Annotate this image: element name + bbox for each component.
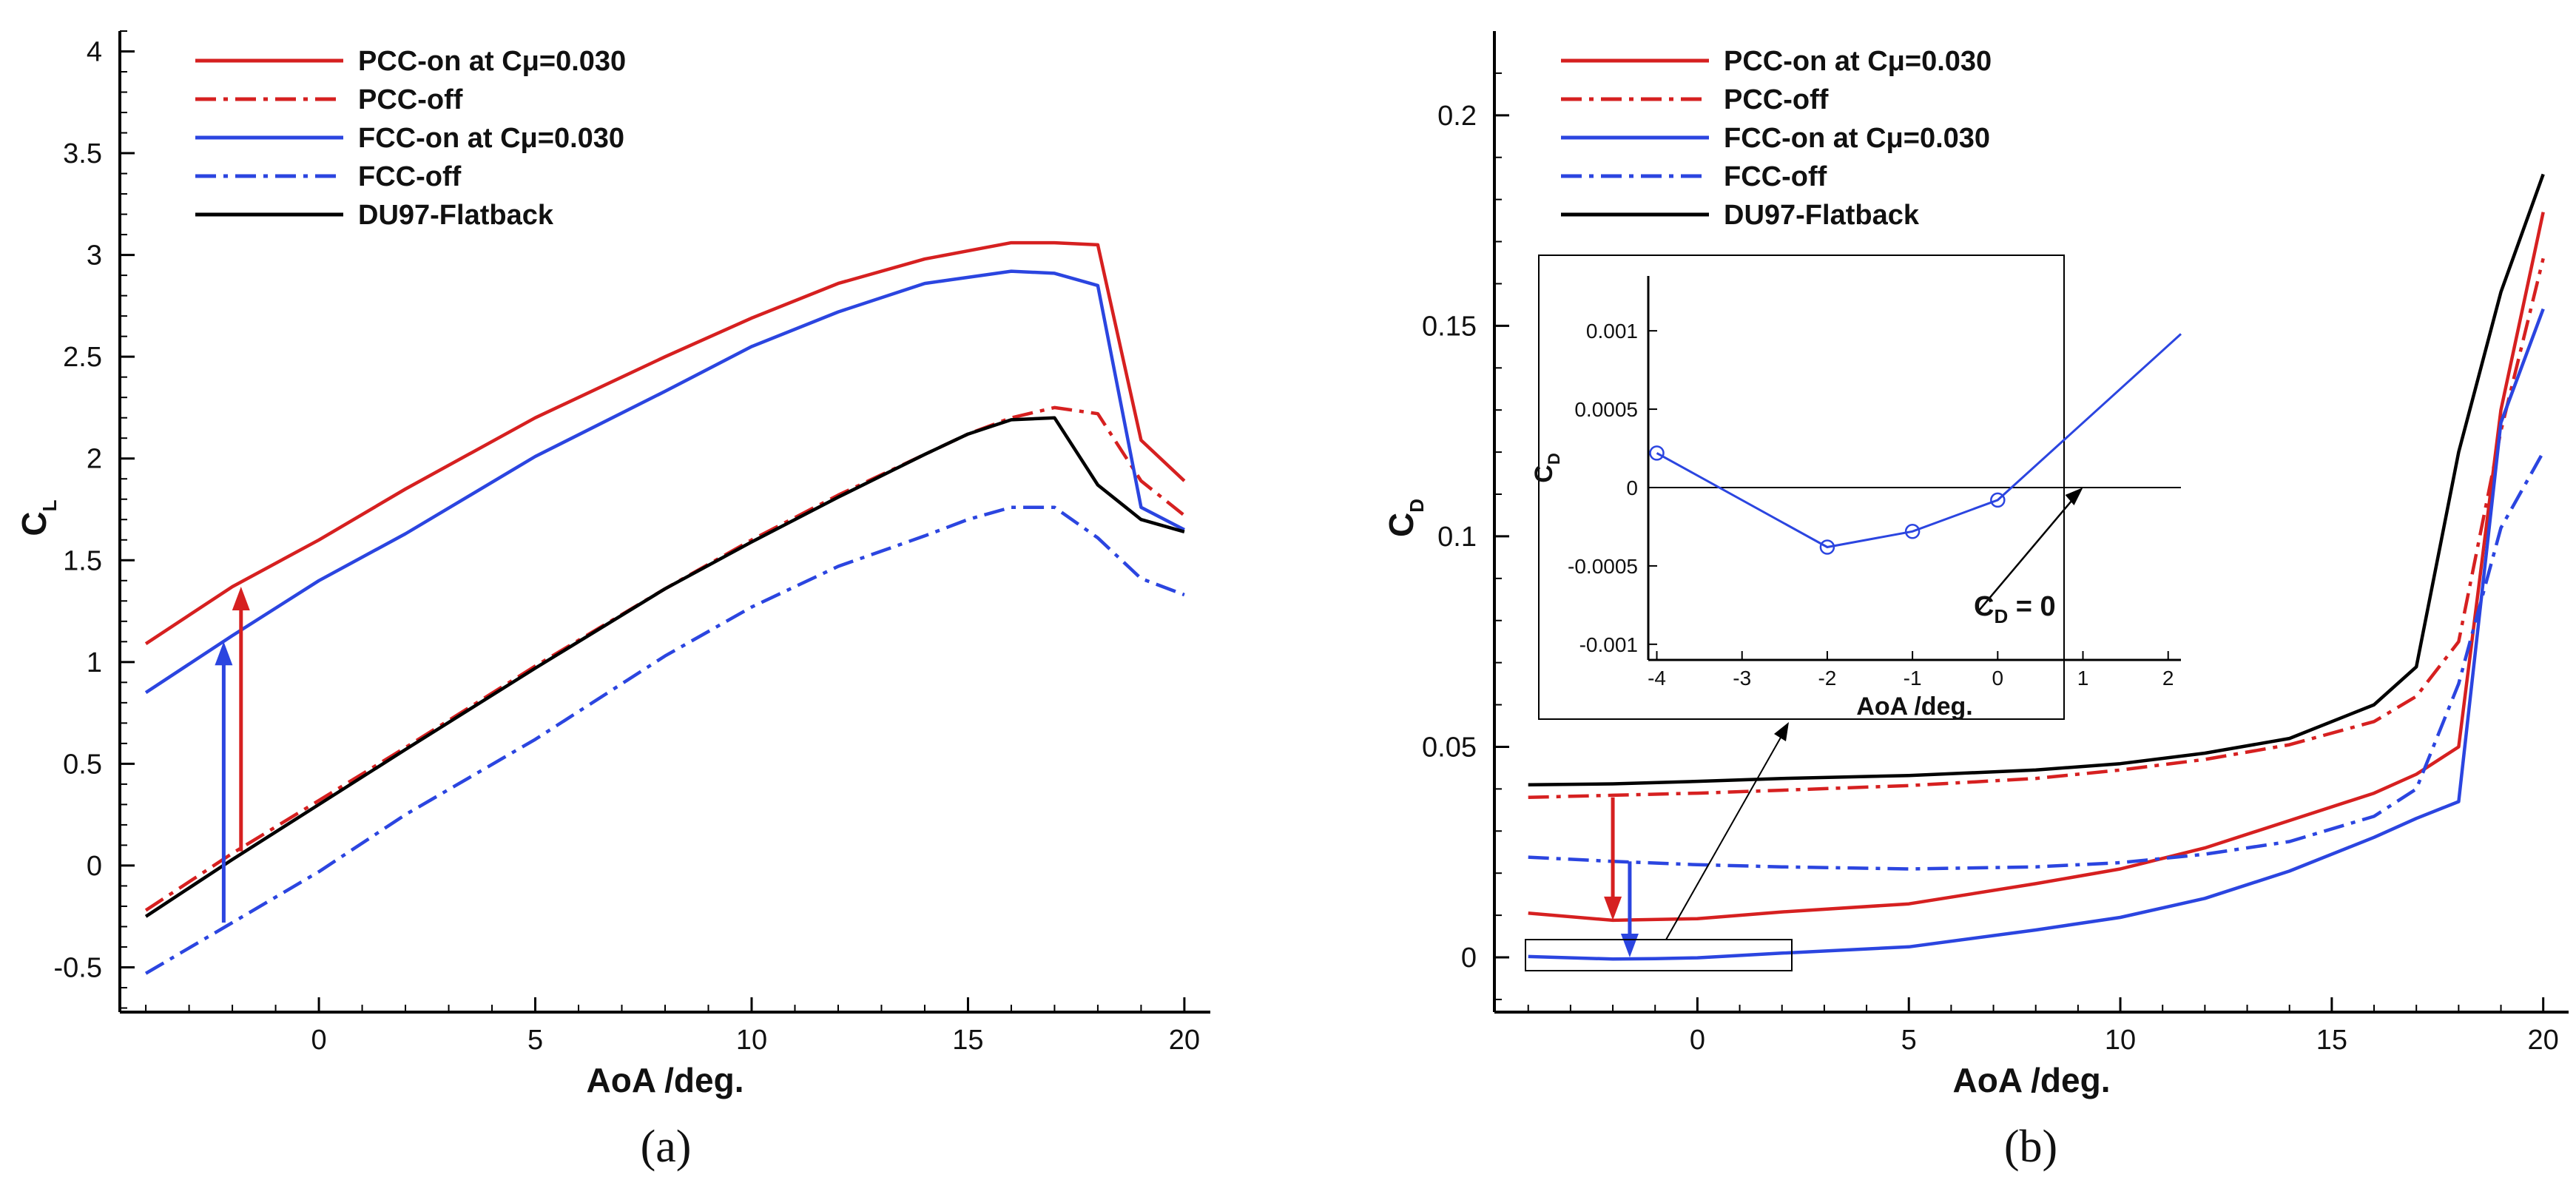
panel-b-legend-label: FCC-on at Cμ=0.030 — [1724, 123, 1990, 154]
panel-a-legend-label: PCC-on at Cμ=0.030 — [358, 46, 626, 77]
panel-b-x-tick-label: 20 — [2528, 1025, 2559, 1056]
inset-y-tick-label: -0.001 — [1579, 633, 1638, 656]
panel-a-legend-label: FCC-off — [358, 161, 462, 192]
panel-a-y-tick-label: 0.5 — [63, 749, 102, 780]
panel-a-legend-label: DU97-Flatback — [358, 200, 554, 231]
inset-annotation-arrow — [1977, 497, 2075, 613]
inset-annotation-label-subscript: D — [1994, 605, 2008, 627]
panel-a-y-tick-label: 1 — [87, 647, 102, 678]
inset-marker — [1649, 445, 1665, 461]
inset-annotation-arrow-head — [2065, 487, 2083, 505]
panel-b-series-0 — [1528, 212, 2545, 923]
panel-a-y-tick-label: 2 — [87, 444, 102, 475]
inset-x-tick-label: -4 — [1648, 667, 1666, 690]
panel-b-series-2 — [1528, 308, 2545, 961]
panel-b-legend-label: PCC-off — [1724, 84, 1829, 115]
inset-x-tick-label: -3 — [1733, 667, 1751, 690]
inset-series-line — [1656, 333, 2182, 549]
panel-b-y-axis-title: CD — [1382, 499, 1428, 537]
panel-b-y-tick-label: 0.05 — [1422, 732, 1477, 763]
panel-a-legend-label: FCC-on at Cμ=0.030 — [358, 123, 624, 154]
panel-a-y-tick-label: 0 — [87, 851, 102, 882]
panel-b-x-tick-label: 5 — [1901, 1025, 1917, 1056]
panel-a-series-2 — [144, 269, 1185, 694]
panel-a-y-axis-title: CL — [15, 499, 61, 536]
inset-y-axis-title-subscript: D — [1545, 453, 1563, 465]
panel-a-x-tick-label: 15 — [952, 1025, 983, 1056]
inset-marker — [1819, 539, 1835, 555]
panel-a-x-axis-title: AoA /deg. — [587, 1061, 744, 1099]
panel-b-caption: (b) — [2004, 1122, 2057, 1172]
panel-a-x-tick-label: 5 — [527, 1025, 543, 1056]
inset-x-tick-label: 0 — [1992, 667, 2004, 690]
panel-a-x-tick-label: 20 — [1169, 1025, 1200, 1056]
panel-b-legend-label: FCC-off — [1724, 161, 1827, 192]
panel-a-caption: (a) — [641, 1122, 692, 1172]
panel-a-series-1 — [144, 405, 1186, 912]
inset-y-tick-label: 0.001 — [1586, 320, 1638, 343]
panel-a-x-tick-label: 10 — [736, 1025, 767, 1056]
panel-b-y-tick-label: 0.1 — [1437, 522, 1477, 553]
panel-a-series-4 — [144, 416, 1185, 918]
panel-a-y-tick-label: -0.5 — [54, 952, 102, 983]
panel-b-y-tick-label: 0.15 — [1422, 311, 1477, 342]
zoom-connector-arrow-head — [1774, 722, 1789, 741]
inset-x-tick-label: 2 — [2162, 667, 2174, 690]
panel-a-arrow-head-0 — [232, 587, 250, 611]
inset-annotation-label: CD = 0 — [1974, 591, 2056, 627]
inset-x-tick-label: 1 — [2077, 667, 2089, 690]
panel-b-y-tick-label: 0 — [1461, 943, 1477, 974]
panel-b-x-tick-label: 15 — [2316, 1025, 2347, 1056]
panel-b-series-4 — [1528, 173, 2545, 786]
panel-b-arrow-head-1 — [1620, 934, 1639, 958]
panel-a-y-tick-label: 3 — [87, 240, 102, 272]
inset-marker — [1990, 492, 2006, 508]
inset-x-tick-label: -2 — [1818, 667, 1836, 690]
panel-a-y-tick-label: 4 — [87, 37, 102, 68]
panel-a-arrow-head-1 — [215, 641, 233, 666]
panel-a-cl-chart: 0 5 10 15 20 -0.5 0 0.5 1 1.5 2 2.5 3 3.5 4 AoA /deg. CL… — [15, 30, 1210, 1172]
inset-x-axis-title: AoA /deg. — [1856, 692, 1972, 721]
panel-b-x-axis-title: AoA /deg. — [1953, 1061, 2111, 1099]
panel-a-series-0 — [144, 240, 1186, 645]
panel-b-legend-label: DU97-Flatback — [1724, 200, 1920, 231]
inset-y-tick-label: -0.0005 — [1568, 555, 1638, 578]
panel-a-y-axis-title-subscript: L — [38, 499, 61, 511]
inset-y-tick-label: 0 — [1626, 476, 1638, 499]
panel-b-y-axis-title-subscript: D — [1406, 499, 1428, 513]
panel-b-y-tick-label: 0.2 — [1437, 101, 1477, 132]
inset-annotation-label-suffix: = 0 — [2008, 591, 2055, 622]
inset-x-tick-label: -1 — [1904, 667, 1922, 690]
panel-a-series-3 — [144, 505, 1185, 975]
panel-a-x-tick-label: 0 — [311, 1025, 326, 1056]
panel-b-x-tick-label: 10 — [2105, 1025, 2136, 1056]
zoom-connector-line — [1665, 730, 1785, 940]
panel-a-y-tick-label: 1.5 — [63, 545, 102, 576]
panel-a-y-tick-label: 2.5 — [63, 342, 102, 373]
panel-b-x-tick-label: 0 — [1690, 1025, 1705, 1056]
panel-a-y-tick-label: 3.5 — [63, 138, 102, 169]
zoom-region-box — [1525, 939, 1793, 971]
inset-marker — [1904, 524, 1921, 539]
panel-a-legend-label: PCC-off — [358, 84, 463, 115]
panel-b-arrow-head-0 — [1604, 896, 1622, 920]
inset-y-tick-label: 0.0005 — [1574, 398, 1638, 421]
panel-b-legend-label: PCC-on at Cμ=0.030 — [1724, 46, 1992, 77]
